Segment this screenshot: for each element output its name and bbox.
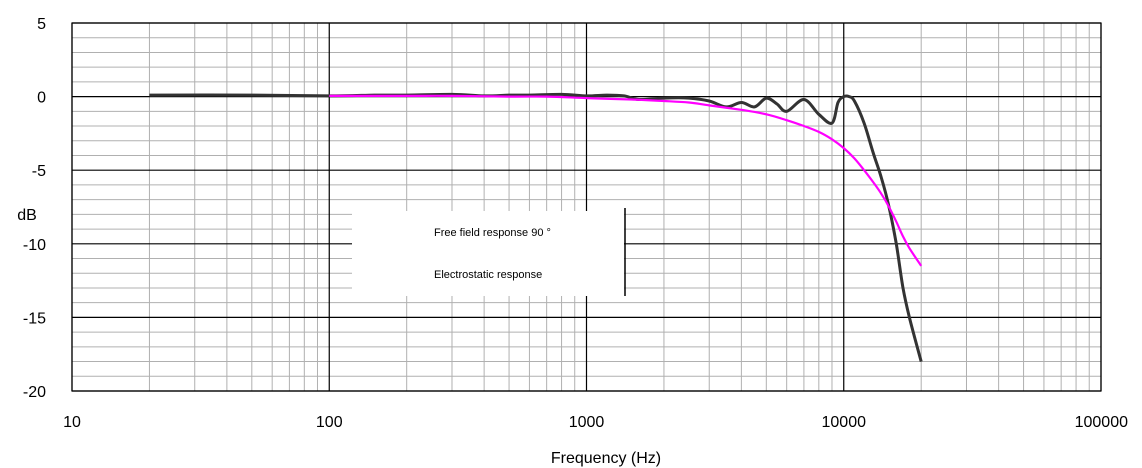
series-layer bbox=[149, 92, 923, 362]
y-axis-label: dB bbox=[17, 207, 37, 224]
x-tick-label: 100000 bbox=[1075, 414, 1128, 431]
x-tick-label: 100 bbox=[316, 414, 343, 431]
y-tick-labels: 5 0 -5 -10 -15 -20 bbox=[23, 16, 46, 401]
x-tick-label: 10000 bbox=[822, 414, 867, 431]
legend-box bbox=[352, 211, 624, 296]
y-tick-label: -10 bbox=[23, 237, 46, 254]
x-tick-labels: 10 100 1000 10000 100000 bbox=[63, 414, 1128, 431]
major-grid bbox=[71, 22, 1102, 392]
legend-item-electrostatic: Electrostatic response bbox=[434, 269, 542, 281]
y-tick-label: -15 bbox=[23, 310, 46, 327]
y-tick-label: -20 bbox=[23, 384, 46, 401]
x-tick-label: 1000 bbox=[569, 414, 605, 431]
plot-frame bbox=[71, 22, 1102, 392]
x-axis-label: Frequency (Hz) bbox=[551, 450, 661, 467]
x-tick-label: 10 bbox=[63, 414, 81, 431]
y-tick-label: -5 bbox=[32, 163, 46, 180]
legend: Free field response 90 ° Electrostatic r… bbox=[352, 208, 626, 296]
y-tick-label: 5 bbox=[37, 16, 46, 33]
y-tick-label: 0 bbox=[37, 90, 46, 107]
legend-item-free-field: Free field response 90 ° bbox=[434, 227, 551, 239]
series-line-electrostatic bbox=[329, 94, 923, 267]
